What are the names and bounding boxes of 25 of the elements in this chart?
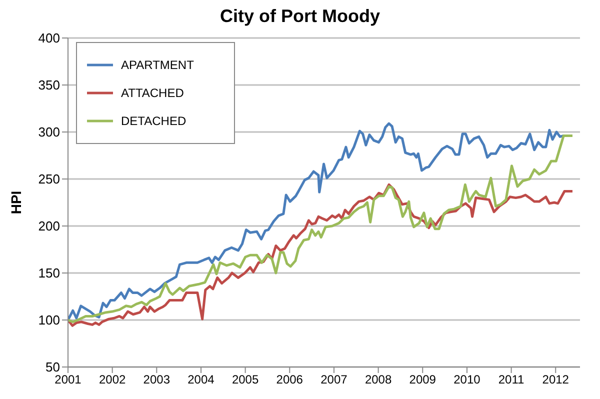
- y-tick-label: 300: [38, 124, 60, 140]
- x-tick-label: 2009: [409, 372, 436, 387]
- x-tick-label: 2002: [98, 372, 126, 387]
- y-tick-label: 150: [38, 266, 60, 281]
- chart-title: City of Port Moody: [219, 6, 381, 27]
- y-tick-label: 350: [38, 78, 60, 93]
- x-tick-label: 2008: [364, 372, 392, 387]
- y-tick-label: 400: [38, 30, 60, 46]
- x-tick-label: 2012: [542, 372, 570, 387]
- y-tick-label: 100: [38, 312, 60, 328]
- x-tick-label: 2011: [498, 372, 525, 387]
- x-tick-label: 2006: [276, 372, 304, 387]
- x-tick-label: 2003: [143, 372, 170, 387]
- y-tick-label: 200: [38, 218, 60, 234]
- legend-label: DETACHED: [121, 114, 186, 128]
- x-tick-label: 2001: [54, 372, 82, 387]
- x-tick-label: 2007: [320, 372, 348, 387]
- legend-label: APARTMENT: [121, 58, 194, 72]
- x-tick-label: 2005: [232, 372, 259, 387]
- y-tick-label: 250: [38, 172, 60, 187]
- y-axis-title: HPI: [8, 190, 24, 214]
- legend-label: ATTACHED: [121, 86, 184, 100]
- x-tick-label: 2010: [454, 372, 481, 387]
- y-tick-label: 50: [46, 360, 60, 375]
- x-tick-label: 2004: [188, 372, 215, 387]
